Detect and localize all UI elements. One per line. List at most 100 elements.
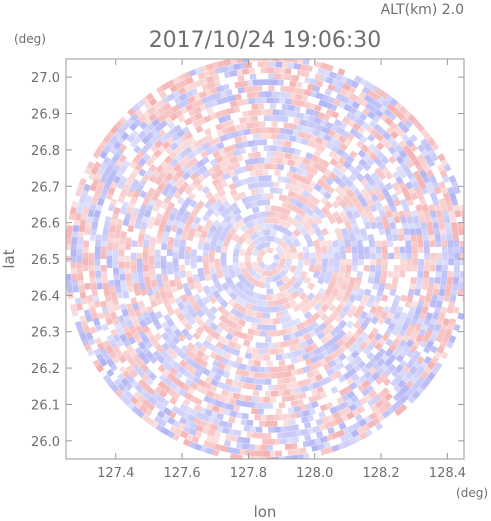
radar-cell [429, 192, 438, 201]
radar-cell [168, 151, 177, 160]
radar-cell [217, 407, 226, 415]
radar-cell [365, 300, 374, 308]
radar-cell [264, 294, 272, 301]
radar-cell [272, 223, 281, 231]
radar-cell [334, 73, 343, 81]
radar-cell [240, 376, 248, 383]
radar-cell [281, 116, 289, 123]
radar-cell [134, 346, 143, 356]
radar-cell [417, 271, 424, 278]
radar-cell [406, 149, 415, 158]
radar-cell [395, 176, 404, 185]
radar-cell [357, 149, 367, 158]
radar-cell [252, 163, 260, 171]
radar-cell [136, 264, 143, 272]
radar-cell [265, 421, 272, 427]
radar-cell [409, 134, 418, 143]
radar-cell [266, 402, 273, 409]
radar-cell [409, 333, 417, 343]
radar-cell [306, 239, 315, 248]
radar-cell [70, 243, 77, 250]
radar-cell [291, 251, 298, 260]
radar-cell [220, 258, 227, 266]
radar-cell [138, 130, 147, 140]
radar-cell [206, 63, 214, 71]
radar-cell [432, 312, 440, 320]
radar-cell [188, 69, 197, 77]
radar-cell [265, 163, 272, 170]
radar-cell [195, 183, 205, 192]
radar-cell [368, 389, 378, 399]
radar-cell [406, 170, 415, 179]
radar-cell [232, 149, 241, 157]
radar-cell [378, 337, 387, 347]
radar-cell [90, 166, 99, 175]
radar-cell [228, 385, 236, 393]
radar-cell [189, 156, 199, 166]
radar-cell [419, 381, 429, 390]
radar-cell [177, 176, 187, 185]
radar-cell [180, 79, 189, 88]
radar-cell [327, 96, 335, 104]
radar-cell [319, 239, 327, 248]
radar-cell [348, 437, 357, 446]
radar-cell [344, 363, 353, 372]
radar-cell [435, 271, 442, 278]
radar-cell [312, 425, 321, 433]
radar-cell [338, 422, 347, 430]
radar-cell [215, 123, 223, 131]
radar-cell [296, 367, 305, 375]
radar-cell [227, 298, 237, 308]
radar-cell [293, 405, 301, 413]
radar-cell [222, 427, 230, 435]
radar-cell [77, 279, 85, 287]
radar-cell [416, 277, 423, 284]
radar-cell [286, 437, 294, 444]
radar-cell [313, 206, 322, 216]
radar-cell [144, 101, 153, 110]
radar-cell [357, 126, 366, 135]
radar-cell [157, 172, 166, 181]
radar-cell [139, 404, 148, 413]
radar-cell [221, 166, 230, 174]
radar-cell [342, 194, 351, 204]
radar-cell [128, 218, 136, 227]
radar-cell [259, 79, 266, 86]
radar-cell [142, 110, 151, 119]
radar-cell [274, 211, 282, 219]
radar-cell [152, 204, 161, 213]
radar-cell [349, 183, 358, 193]
radar-cell [423, 164, 432, 173]
radar-cell [130, 396, 139, 405]
radar-cell [178, 246, 186, 253]
radar-cell [263, 145, 270, 152]
radar-cell [307, 217, 316, 226]
radar-cell [345, 179, 354, 188]
radar-cell [280, 213, 289, 221]
radar-cell [216, 413, 224, 421]
radar-cell [281, 201, 290, 209]
radar-cell [225, 421, 233, 429]
radar-cell [305, 358, 313, 366]
radar-cell [202, 249, 209, 256]
y-tick-label: 26.0 [31, 435, 60, 450]
radar-cell [155, 297, 164, 306]
radar-cell [292, 129, 300, 137]
radar-cell [117, 126, 126, 135]
radar-cell [381, 332, 390, 341]
radar-cell [215, 354, 224, 363]
radar-cell [395, 354, 404, 363]
radar-cell [89, 203, 97, 212]
radar-cell [199, 406, 207, 415]
radar-cell [139, 305, 148, 314]
radar-cell [423, 300, 431, 308]
radar-cell [380, 90, 389, 100]
radar-cell [304, 434, 312, 441]
radar-cell [295, 386, 303, 394]
radar-cell [205, 147, 214, 156]
radar-cell [300, 416, 309, 424]
radar-cell [113, 273, 120, 281]
radar-cell [400, 259, 406, 266]
radar-cell [257, 366, 264, 373]
radar-cell [277, 304, 285, 312]
